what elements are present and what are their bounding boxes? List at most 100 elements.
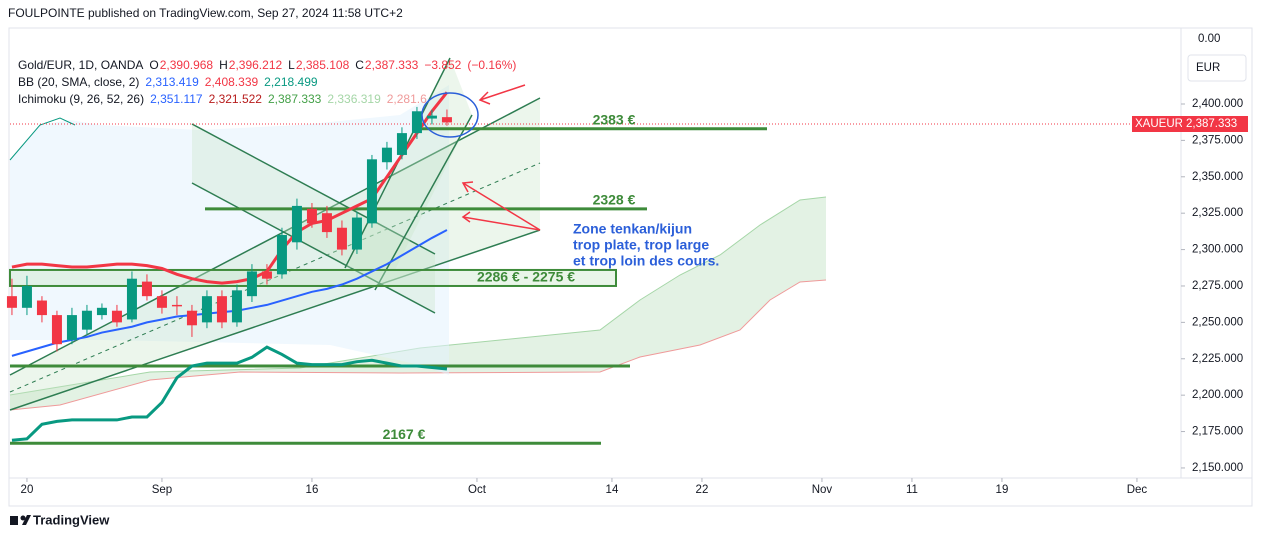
legend-item: 2,408.339 bbox=[205, 75, 259, 89]
note: trop plate, trop large bbox=[573, 237, 709, 253]
legend-item: 2,281.6 bbox=[387, 92, 427, 106]
currency-button[interactable] bbox=[1187, 54, 1247, 82]
candle-body bbox=[426, 115, 437, 119]
x-tick-label: 22 bbox=[696, 484, 709, 496]
x-tick-label: Dec bbox=[1127, 484, 1148, 496]
level-zone bbox=[9, 268, 617, 287]
candle-body bbox=[276, 235, 287, 275]
candle-body bbox=[381, 147, 392, 163]
candle-body bbox=[96, 307, 107, 316]
candle-body bbox=[156, 296, 167, 308]
y-tick-label: 2,300.000 bbox=[1192, 244, 1243, 256]
brand: TradingView bbox=[33, 512, 110, 527]
candle-body bbox=[66, 315, 77, 340]
y-tick-label: 2,150.000 bbox=[1192, 462, 1243, 474]
candle-body bbox=[261, 271, 272, 279]
candle-body bbox=[246, 271, 257, 297]
legend-item: H bbox=[219, 58, 228, 72]
candle-body bbox=[291, 205, 302, 243]
candle-body bbox=[111, 310, 122, 323]
legend-item: 2,390.968 bbox=[160, 58, 214, 72]
level-label: 2167 € bbox=[383, 426, 426, 442]
legend-row: BB (20, SMA, close, 2) 2,313.419 2,408.339… bbox=[18, 75, 318, 89]
x-tick-label: 20 bbox=[21, 484, 34, 496]
legend-item: 2,313.419 bbox=[145, 75, 199, 89]
indicator-line bbox=[11, 345, 448, 442]
legend-item: 2,321.522 bbox=[209, 92, 263, 106]
bb-band bbox=[10, 85, 449, 375]
candle-body bbox=[306, 208, 317, 224]
legend-item: C bbox=[355, 58, 364, 72]
bb-upper bbox=[9, 117, 76, 161]
top-value: 0.00 bbox=[1198, 33, 1220, 45]
candle-body bbox=[351, 217, 362, 250]
y-tick-label: 2,175.000 bbox=[1192, 426, 1243, 438]
candle-body bbox=[51, 315, 62, 345]
note: et trop loin des cours. bbox=[573, 253, 719, 269]
x-tick-label: 19 bbox=[996, 484, 1009, 496]
candle-body bbox=[321, 213, 332, 233]
legend-item: 2,351.117 bbox=[150, 92, 203, 106]
y-tick-label: 2,400.000 bbox=[1192, 98, 1243, 110]
candle-body bbox=[126, 278, 137, 320]
legend-item: Gold/EUR, 1D, OANDA bbox=[18, 58, 143, 72]
candle-body bbox=[441, 117, 452, 123]
legend-item: 2,396.212 bbox=[229, 58, 283, 72]
note: Zone tenkan/kijun bbox=[573, 221, 692, 237]
candle-body bbox=[411, 111, 422, 134]
y-tick-label: 2,225.000 bbox=[1192, 353, 1243, 365]
y-tick-label: 2,350.000 bbox=[1192, 171, 1243, 183]
level-label: 2383 € bbox=[593, 111, 636, 127]
candle-body bbox=[396, 133, 407, 155]
candle-body bbox=[216, 296, 227, 323]
legend-item: 2,387.333 bbox=[365, 58, 419, 72]
legend-item: Ichimoku (9, 26, 52, 26) bbox=[18, 92, 144, 106]
y-tick-label: 2,325.000 bbox=[1192, 207, 1243, 219]
legend-item: 2,387.333 bbox=[268, 92, 322, 106]
ichimoku-cloud bbox=[10, 197, 826, 410]
y-tick-label: 2,250.000 bbox=[1192, 316, 1243, 328]
x-tick-label: Nov bbox=[812, 484, 833, 496]
legend-item: O bbox=[149, 58, 158, 72]
x-tick-label: 14 bbox=[606, 484, 619, 496]
legend-item: BB (20, SMA, close, 2) bbox=[18, 75, 139, 89]
byline: FOULPOINTE published on TradingView.com,… bbox=[8, 6, 403, 20]
candle-body bbox=[36, 300, 47, 316]
legend-row: Ichimoku (9, 26, 52, 26) 2,351.117 2,321.5… bbox=[18, 92, 427, 106]
legend-item: 2,336.319 bbox=[327, 92, 381, 106]
x-tick-label: 11 bbox=[906, 484, 918, 496]
candle-body bbox=[21, 285, 32, 308]
indicator-line bbox=[11, 229, 448, 357]
currency[interactable]: EUR bbox=[1196, 62, 1220, 74]
price-tag bbox=[1182, 116, 1248, 132]
candle-body bbox=[171, 304, 182, 307]
trendline bbox=[9, 229, 541, 411]
x-tick-label: Oct bbox=[468, 484, 487, 496]
candle-body bbox=[231, 290, 242, 323]
symbol: XAUEUR bbox=[1135, 118, 1183, 130]
legend-item: 2,218.499 bbox=[264, 75, 318, 89]
x-tick-label: 16 bbox=[306, 484, 319, 496]
y-tick-label: 2,375.000 bbox=[1192, 134, 1243, 146]
trendline bbox=[9, 97, 541, 376]
last-price: 2,387.333 bbox=[1186, 118, 1237, 130]
trendline-mid bbox=[9, 162, 541, 393]
level-label: 2286 € - 2275 € bbox=[477, 269, 575, 285]
circle-annotation bbox=[421, 92, 479, 138]
level-label: 2328 € bbox=[593, 192, 636, 208]
arrows bbox=[461, 84, 541, 231]
legend-item: 2,385.108 bbox=[296, 58, 350, 72]
trendline bbox=[191, 182, 436, 314]
y-tick-label: 2,200.000 bbox=[1192, 389, 1243, 401]
candle-body bbox=[81, 310, 92, 330]
frame bbox=[8, 27, 1253, 507]
legend-row: Gold/EUR, 1D, OANDA O2,390.968 H2,396.212 L… bbox=[18, 58, 516, 72]
symbol-tag bbox=[1132, 116, 1182, 132]
x-tick-label: Sep bbox=[152, 484, 172, 496]
candle-body bbox=[141, 281, 152, 297]
senkou-a bbox=[9, 196, 827, 396]
candle-body bbox=[366, 159, 377, 224]
y-tick-label: 2,275.000 bbox=[1192, 280, 1243, 292]
candle-body bbox=[201, 296, 212, 323]
